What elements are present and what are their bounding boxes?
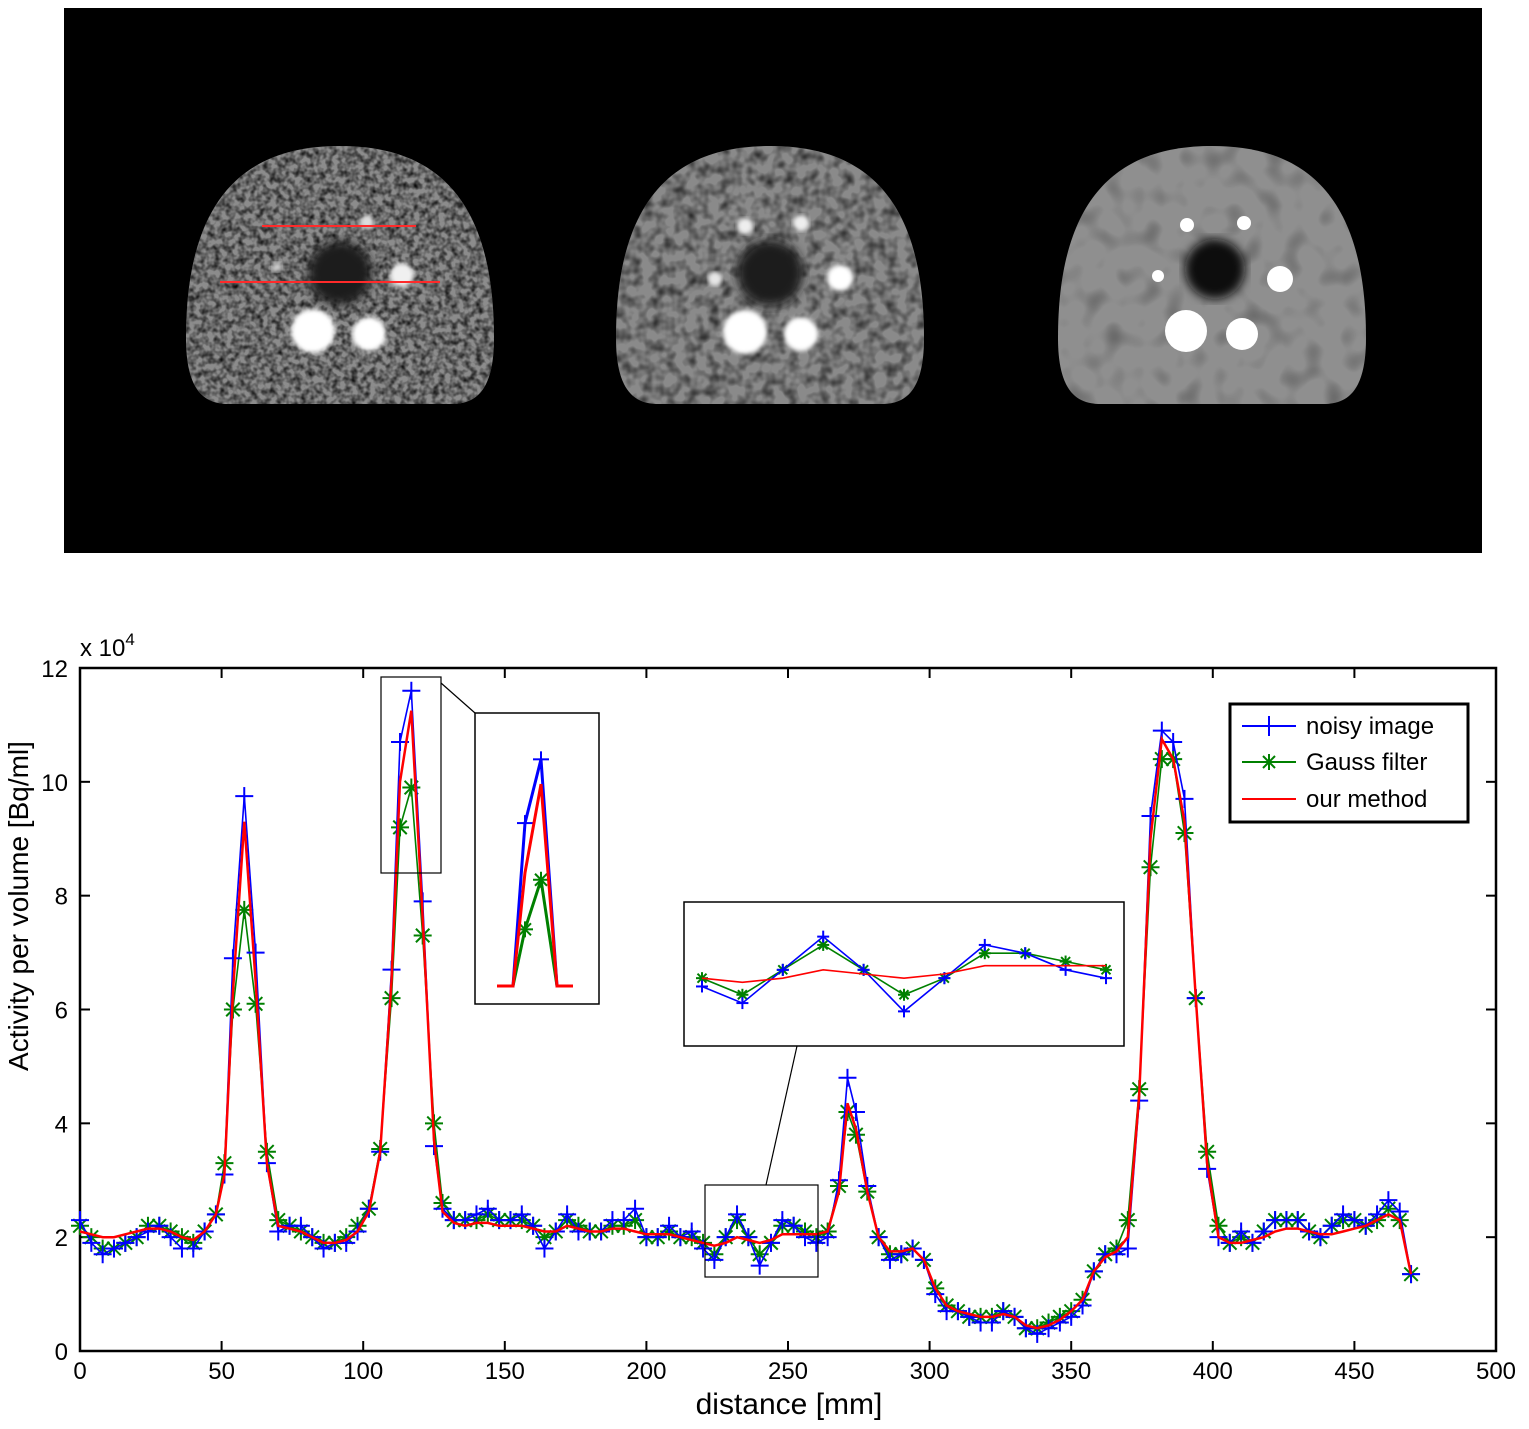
star-marker-d2 <box>1211 1218 1226 1234</box>
y-tick-label: 6 <box>55 998 68 1025</box>
y-tick-label: 0 <box>55 1339 68 1366</box>
star-marker-d2 <box>392 819 408 835</box>
inset-layer <box>380 676 1125 1278</box>
x-tick-label: 450 <box>1334 1358 1374 1385</box>
y-tick-label: 12 <box>41 656 68 683</box>
series-line <box>79 710 1413 1330</box>
phantom-noisy <box>186 146 494 404</box>
y-tick-label: 2 <box>55 1225 68 1252</box>
star-marker-d2 <box>248 996 264 1012</box>
inset-box <box>474 712 600 1005</box>
legend-label-noisy: noisy image <box>1306 713 1434 740</box>
legend-label-our-method: our method <box>1306 786 1427 813</box>
inset-series-noisy-image <box>696 930 1112 1018</box>
inset-series-line <box>701 964 1106 984</box>
star-marker-d2 <box>534 873 548 887</box>
inset-series-line <box>497 783 573 988</box>
x-tick-label: 250 <box>768 1358 808 1385</box>
y-tick-label: 8 <box>55 884 68 911</box>
phantom-our-method <box>1058 146 1366 404</box>
y-axis-ticks: 0 2 4 6 8 10 12 <box>41 656 1496 1366</box>
star-marker-d2 <box>1060 956 1071 967</box>
zoom-region-marker <box>704 1184 819 1278</box>
y-tick-label: 4 <box>55 1111 68 1138</box>
x-axis-ticks: 0 50 100 150 200 250 300 350 400 450 500 <box>73 668 1516 1385</box>
zoom-leader-line <box>440 682 476 714</box>
x-tick-label: 50 <box>208 1358 235 1385</box>
legend-entry-gauss: Gauss filter <box>1242 749 1427 776</box>
x-tick-label: 300 <box>910 1358 950 1385</box>
activity-profile-chart: 0 2 4 6 8 10 12 0 50 100 150 200 250 300 350 400 450 500… <box>3 630 1516 1421</box>
x-axis-label: distance [mm] <box>696 1388 883 1421</box>
series-our-method <box>79 710 1413 1330</box>
star-marker-d2 <box>696 972 708 984</box>
zoom-leader-line <box>765 1045 798 1186</box>
y-multiplier: x 104 <box>80 630 135 662</box>
x-tick-label: 350 <box>1051 1358 1091 1385</box>
x-tick-label: 150 <box>485 1358 525 1385</box>
inset-box <box>683 901 1125 1047</box>
legend: noisy image Gauss filter our method <box>1228 702 1470 824</box>
star-marker-d2 <box>1100 964 1112 976</box>
pet-reconstruction-images <box>186 146 1366 404</box>
star-marker-d2 <box>979 948 991 959</box>
series-layer <box>71 681 1421 1343</box>
star-marker-d2 <box>737 989 748 1000</box>
y-tick-label: 10 <box>41 770 68 797</box>
x-tick-label: 200 <box>626 1358 666 1385</box>
phantom-gauss <box>616 146 924 404</box>
y-axis-label: Activity per volume [Bq/ml] <box>3 741 34 1071</box>
inset-peak <box>380 676 600 1005</box>
x-tick-label: 500 <box>1476 1358 1516 1385</box>
star-marker-d2 <box>236 902 252 918</box>
star-marker-d2 <box>817 939 829 951</box>
legend-label-gauss: Gauss filter <box>1306 749 1427 776</box>
x-tick-label: 400 <box>1193 1358 1233 1385</box>
star-marker-d2 <box>898 989 910 1000</box>
star-marker-d2 <box>518 922 532 937</box>
legend-entry-our-method: our method <box>1242 786 1427 813</box>
x-tick-label: 0 <box>73 1358 86 1385</box>
pet-image-panel <box>64 8 1482 553</box>
inset-series-our-method <box>701 964 1106 984</box>
inset-series-our-method <box>497 783 573 988</box>
zoom-region-marker <box>380 676 442 874</box>
star-marker-d2 <box>752 1246 768 1262</box>
legend-entry-noisy: noisy image <box>1242 713 1434 740</box>
x-tick-label: 100 <box>343 1358 383 1385</box>
star-marker-d2 <box>627 1212 643 1228</box>
inset-flat <box>683 901 1125 1278</box>
star-marker-d2 <box>1120 1212 1136 1228</box>
